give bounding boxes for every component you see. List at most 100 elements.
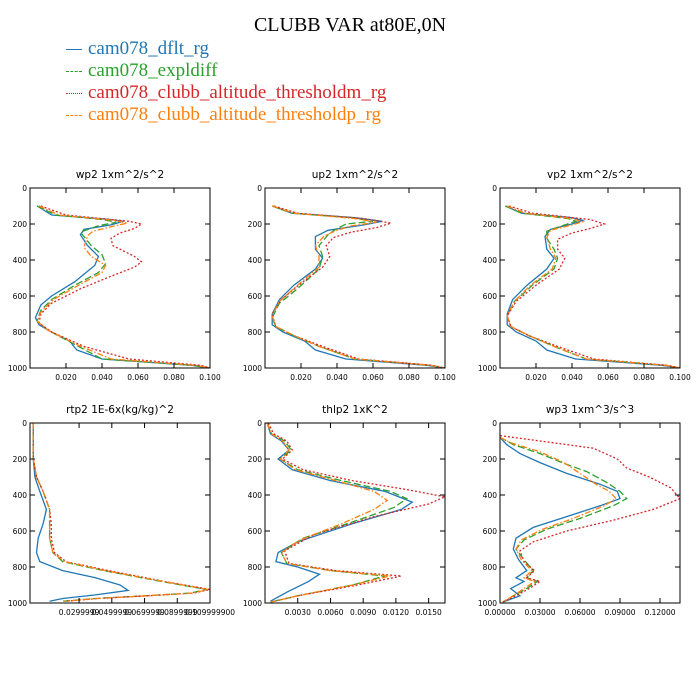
- x-tick-label: 0.100: [669, 373, 691, 382]
- panel-frame: [499, 187, 681, 369]
- panel-frame: [264, 187, 446, 369]
- chart-panel-thlp2: thlp2 1xK^2 0 200 400 600 800 1000 0.0030 0.0060…: [243, 404, 446, 617]
- chart-panel-wp2: wp2 1xm^2/s^2 0 200 400 600 800 1000 0.020 0.040…: [8, 169, 221, 382]
- panel-title: rtp2 1E-6x(kg/kg)^2: [66, 404, 174, 416]
- legend-entry: cam078_dflt_rg: [66, 38, 386, 60]
- panel-title: up2 1xm^2/s^2: [312, 169, 398, 181]
- y-tick-label: 0: [22, 184, 27, 193]
- x-tick-label: 0.020: [55, 373, 77, 382]
- series-line-cam078-clubb-altitude-thresholdp-rg: [271, 205, 445, 368]
- y-tick-label: 200: [13, 455, 28, 464]
- y-tick-label: 800: [13, 563, 28, 572]
- x-tick-label: 0.0699999: [124, 608, 165, 617]
- y-tick-label: 400: [483, 256, 498, 265]
- x-tick-label: 0.0899999: [157, 608, 198, 617]
- y-tick-label: 400: [13, 256, 28, 265]
- x-tick-label: 0.0030: [285, 608, 311, 617]
- legend-swatch: [66, 48, 82, 50]
- x-tick-label: 0.040: [326, 373, 348, 382]
- y-tick-label: 400: [248, 491, 263, 500]
- chart-panel-vp2: vp2 1xm^2/s^2 0 200 400 600 800 1000 0.020 0.040…: [478, 169, 691, 382]
- x-tick-label: 0.100: [434, 373, 456, 382]
- y-tick-label: 800: [483, 563, 498, 572]
- legend-entry: cam078_clubb_altitude_thresholdp_rg: [66, 104, 386, 126]
- y-tick-label: 1000: [478, 364, 497, 373]
- y-tick-label: 400: [483, 491, 498, 500]
- x-tick-label: 0.080: [163, 373, 185, 382]
- x-tick-label: 0.080: [633, 373, 655, 382]
- series-line-cam078-dflt-rg: [505, 205, 680, 368]
- series-line-cam078-clubb-altitude-thresholdp-rg: [500, 436, 618, 603]
- series-line-cam078-dflt-rg: [500, 436, 621, 603]
- x-tick-label: 0.080: [398, 373, 420, 382]
- y-tick-label: 0: [492, 184, 497, 193]
- series-line-cam078-clubb-altitude-thresholdp-rg: [266, 423, 391, 603]
- panel-frame: [29, 187, 211, 369]
- x-tick-label: 0.0299999: [59, 608, 100, 617]
- series-line-cam078-clubb-altitude-thresholdp-rg: [36, 205, 210, 368]
- x-tick-label: 0.06000: [564, 608, 595, 617]
- x-tick-label: 0.040: [561, 373, 583, 382]
- x-tick-label: 0.03000: [524, 608, 555, 617]
- chart-panel-rtp2: rtp2 1E-6x(kg/kg)^2 0 200 400 600 800 1000 0.02…: [8, 404, 235, 617]
- y-tick-label: 800: [248, 563, 263, 572]
- legend-entry: cam078_clubb_altitude_thresholdm_rg: [66, 82, 386, 104]
- y-tick-label: 800: [248, 328, 263, 337]
- y-tick-label: 800: [13, 328, 28, 337]
- figure-title: CLUBB VAR at80E,0N: [253, 14, 447, 36]
- y-tick-label: 200: [483, 220, 498, 229]
- legend-swatch: [66, 92, 82, 94]
- series-line-cam078-clubb-altitude-thresholdm-rg: [500, 434, 680, 603]
- series-line-cam078-clubb-altitude-thresholdp-rg: [32, 423, 209, 602]
- x-tick-label: 0.040: [91, 373, 113, 382]
- x-tick-label: 0.109999900: [185, 608, 235, 617]
- panel-frame: [29, 422, 211, 604]
- series-line-cam078-dflt-rg: [271, 205, 445, 368]
- y-tick-label: 600: [483, 527, 498, 536]
- x-tick-label: 0.060: [597, 373, 619, 382]
- y-tick-label: 0: [492, 419, 497, 428]
- series-line-cam078-clubb-altitude-thresholdm-rg: [271, 205, 445, 368]
- series-line-cam078-expldiff: [36, 205, 210, 368]
- x-tick-label: 0.12000: [644, 608, 675, 617]
- y-tick-label: 0: [257, 419, 262, 428]
- panel-title: wp2 1xm^2/s^2: [76, 169, 164, 181]
- series-line-cam078-clubb-altitude-thresholdm-rg: [32, 423, 210, 602]
- series-line-cam078-clubb-altitude-thresholdm-rg: [38, 205, 210, 368]
- y-tick-label: 600: [13, 292, 28, 301]
- y-tick-label: 1000: [478, 599, 497, 608]
- x-tick-label: 0.0120: [383, 608, 409, 617]
- y-tick-label: 600: [483, 292, 498, 301]
- panel-title: vp2 1xm^2/s^2: [547, 169, 633, 181]
- y-tick-label: 0: [22, 419, 27, 428]
- y-tick-label: 1000: [8, 364, 27, 373]
- series-line-cam078-expldiff: [500, 436, 628, 603]
- series-line-cam078-clubb-altitude-thresholdm-rg: [267, 423, 445, 603]
- x-tick-label: 0.0060: [317, 608, 343, 617]
- series-line-cam078-dflt-rg: [32, 423, 131, 602]
- x-tick-label: 0.09000: [604, 608, 635, 617]
- panel-title: wp3 1xm^3/s^3: [546, 404, 634, 416]
- series-line-cam078-clubb-altitude-thresholdm-rg: [506, 205, 680, 368]
- y-tick-label: 200: [13, 220, 28, 229]
- x-tick-label: 0.060: [362, 373, 384, 382]
- y-tick-label: 1000: [243, 599, 262, 608]
- panel-frame: [499, 422, 681, 604]
- y-tick-label: 400: [13, 491, 28, 500]
- y-tick-label: 200: [248, 455, 263, 464]
- y-tick-label: 400: [248, 256, 263, 265]
- x-tick-label: 0.0150: [416, 608, 442, 617]
- legend-label: cam078_clubb_altitude_thresholdm_rg: [88, 82, 387, 103]
- y-tick-label: 600: [248, 527, 263, 536]
- legend-swatch: [66, 70, 82, 72]
- y-tick-label: 200: [483, 455, 498, 464]
- series-line-cam078-expldiff: [271, 205, 445, 368]
- x-tick-label: 0.020: [525, 373, 547, 382]
- y-tick-label: 600: [13, 527, 28, 536]
- legend-label: cam078_clubb_altitude_thresholdp_rg: [88, 104, 382, 125]
- panel-frame: [264, 422, 446, 604]
- series-line-cam078-clubb-altitude-thresholdp-rg: [506, 205, 680, 368]
- x-tick-label: 0.0090: [350, 608, 376, 617]
